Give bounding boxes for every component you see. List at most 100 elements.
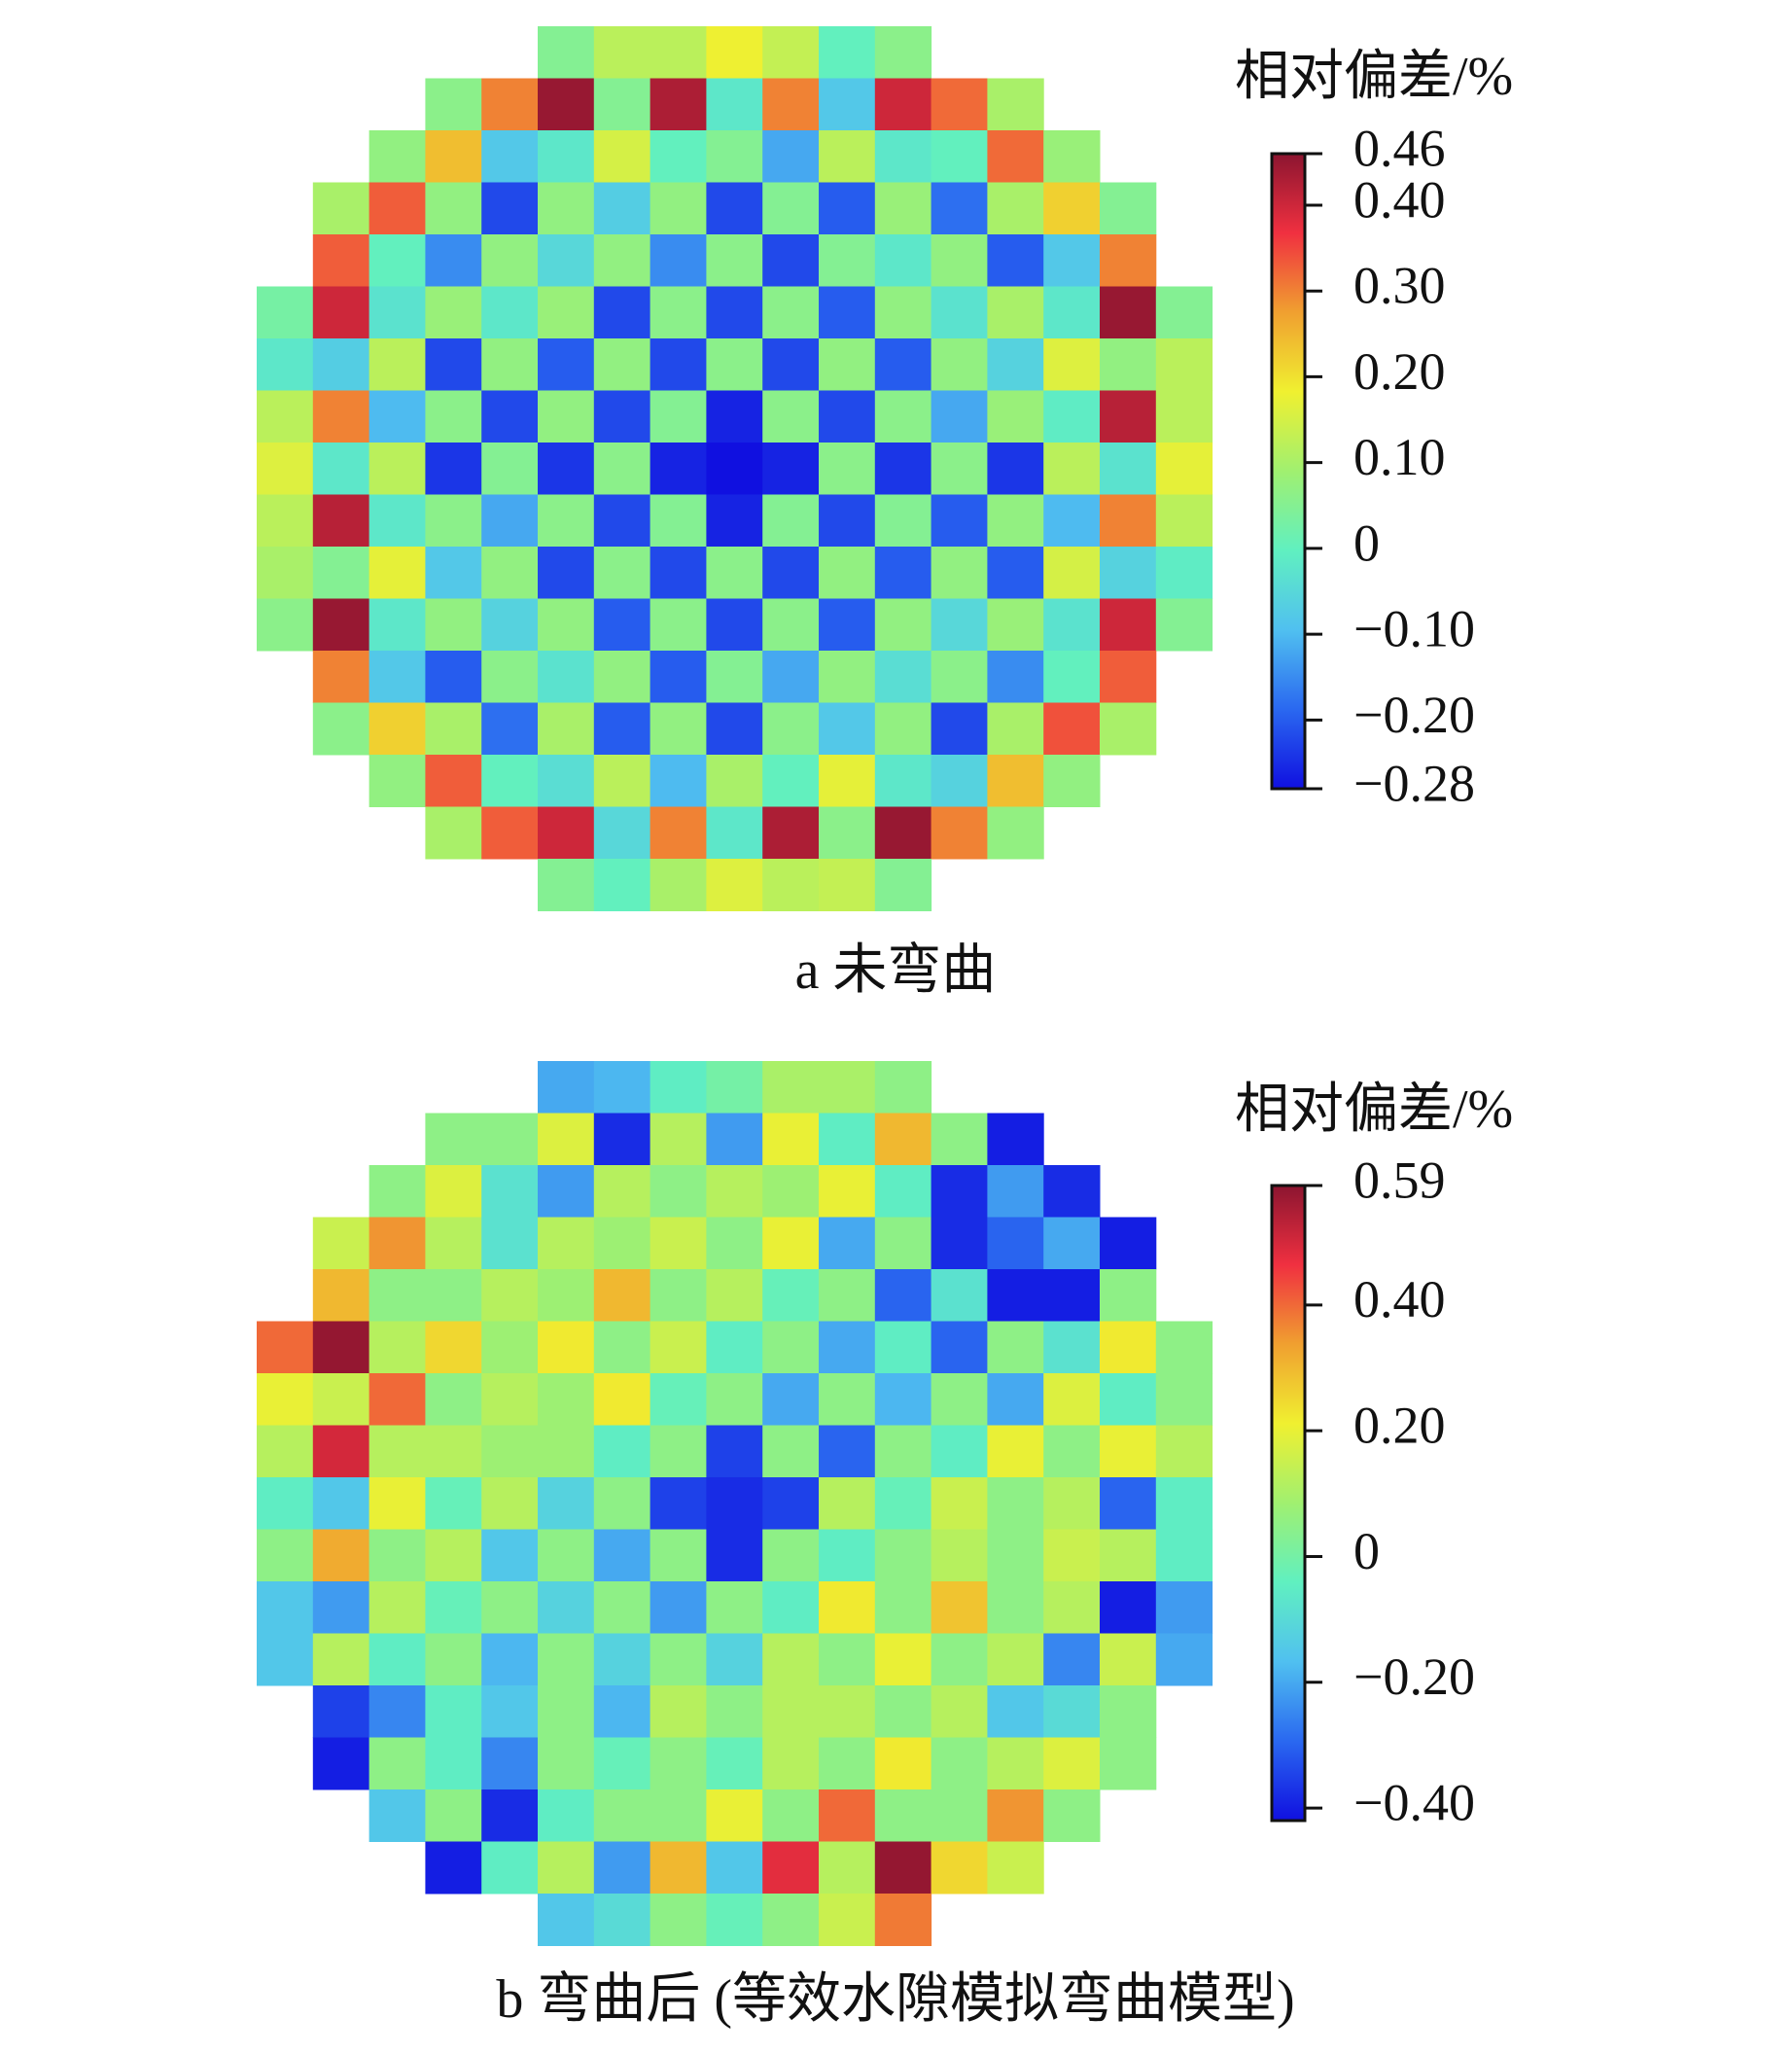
cell	[425, 702, 482, 756]
cell	[593, 1737, 651, 1790]
cell	[538, 494, 595, 548]
heatmap	[257, 1061, 1213, 1946]
cell	[819, 1321, 876, 1374]
caption: b 弯曲后 (等效水隙模拟弯曲模型)	[496, 1969, 1294, 2030]
caption: a 未弯曲	[795, 940, 997, 1001]
cell	[1155, 1477, 1213, 1530]
cell	[819, 1113, 876, 1166]
cell	[593, 806, 651, 860]
cell	[538, 1789, 595, 1842]
cell	[538, 1685, 595, 1738]
colorbar-tick-label: −0.20	[1353, 1647, 1475, 1706]
cell	[987, 702, 1044, 756]
cell	[425, 1477, 482, 1530]
cell	[481, 1633, 539, 1686]
cell	[425, 1737, 482, 1790]
cell	[987, 1685, 1044, 1738]
cell	[481, 338, 539, 391]
cell	[1100, 547, 1157, 599]
cell	[819, 338, 876, 391]
cell	[425, 1425, 482, 1478]
cell	[819, 1894, 876, 1946]
colorbar-tick-label: 0	[1353, 514, 1380, 572]
cell	[481, 1217, 539, 1270]
cell	[593, 1894, 651, 1946]
cell	[931, 1113, 988, 1166]
cell	[593, 26, 651, 79]
cell	[1155, 286, 1213, 339]
cell	[650, 598, 707, 652]
cell	[425, 1165, 482, 1218]
cell	[706, 182, 763, 235]
heatmap	[257, 26, 1213, 911]
cell	[369, 1477, 426, 1530]
cell	[762, 1633, 820, 1686]
cell	[762, 1269, 820, 1322]
cell	[874, 182, 932, 235]
cell	[312, 1581, 370, 1634]
cell	[931, 78, 988, 131]
cell	[762, 1321, 820, 1374]
cell	[481, 234, 539, 287]
cell	[312, 547, 370, 599]
cell	[538, 26, 595, 79]
cell	[593, 755, 651, 807]
cell	[257, 390, 314, 443]
cell	[538, 1894, 595, 1946]
cell	[312, 1685, 370, 1738]
cell	[481, 598, 539, 652]
cell	[257, 1425, 314, 1478]
cell	[987, 806, 1044, 860]
cell	[819, 651, 876, 703]
cell	[1100, 494, 1157, 548]
cell	[1100, 1581, 1157, 1634]
cell	[706, 338, 763, 391]
cell	[762, 547, 820, 599]
cell	[1043, 1321, 1101, 1374]
cell	[762, 182, 820, 235]
cell	[987, 755, 1044, 807]
cell	[1043, 1217, 1101, 1270]
cell	[874, 859, 932, 911]
cell	[650, 1113, 707, 1166]
cell	[312, 702, 370, 756]
cell	[987, 651, 1044, 703]
cell	[931, 1425, 988, 1478]
cell	[593, 1633, 651, 1686]
cell	[650, 234, 707, 287]
cell	[706, 1425, 763, 1478]
cell	[538, 755, 595, 807]
cell	[819, 1425, 876, 1478]
cell	[369, 1425, 426, 1478]
cell	[650, 1789, 707, 1842]
cell	[819, 1685, 876, 1738]
cell	[1043, 1373, 1101, 1426]
cell	[706, 806, 763, 860]
cell	[369, 1737, 426, 1790]
cell	[762, 494, 820, 548]
cell	[312, 182, 370, 235]
cell	[1155, 443, 1213, 495]
cell	[650, 494, 707, 548]
cell	[987, 547, 1044, 599]
cell	[706, 494, 763, 548]
cell	[1043, 1165, 1101, 1218]
cell	[1155, 1633, 1213, 1686]
cell	[931, 1581, 988, 1634]
cell	[425, 1113, 482, 1166]
cell	[931, 1529, 988, 1582]
cell	[650, 1425, 707, 1478]
cell	[538, 78, 595, 131]
cell	[987, 1165, 1044, 1218]
cell	[987, 1581, 1044, 1634]
cell	[931, 702, 988, 756]
cell	[762, 1373, 820, 1426]
cell	[1155, 338, 1213, 391]
cell	[1043, 1737, 1101, 1790]
cell	[1043, 1477, 1101, 1530]
cell	[481, 1789, 539, 1842]
cell	[593, 1789, 651, 1842]
colorbar-label: 相对偏差/%	[1235, 1080, 1513, 1140]
cell	[762, 702, 820, 756]
cell	[425, 1269, 482, 1322]
